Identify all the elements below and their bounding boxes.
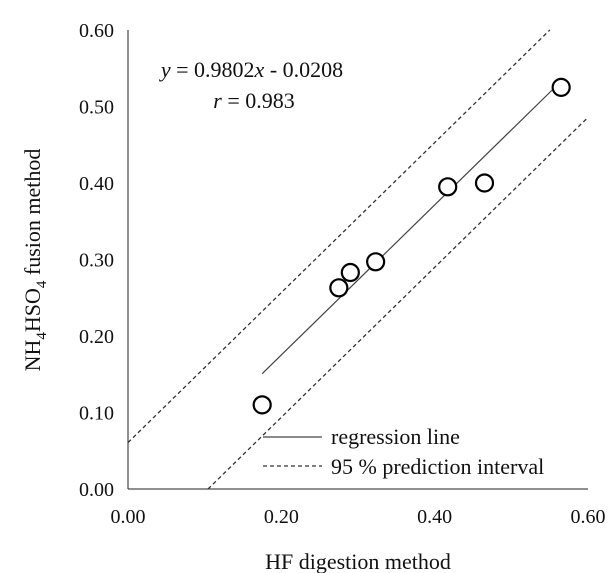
prediction-interval-lower-line <box>207 116 589 490</box>
y-tick-label: 0.40 <box>79 173 114 195</box>
data-points <box>252 77 571 415</box>
axes <box>127 30 588 490</box>
r-value: = 0.983 <box>222 88 295 113</box>
y-tick-label: 0.00 <box>79 479 114 501</box>
legend-label-prediction-interval: 95 % prediction interval <box>331 454 544 479</box>
data-point <box>329 278 349 298</box>
svg-text:r = 0.983: r = 0.983 <box>213 88 294 113</box>
x-tick-labels: 0.00 0.20 0.40 0.60 <box>111 506 606 528</box>
eq-y-var: y <box>159 57 171 82</box>
x-tick-label: 0.20 <box>264 506 299 528</box>
y-tick-label: 0.20 <box>79 326 114 348</box>
data-point <box>252 395 272 415</box>
eq-x-var: x <box>254 57 265 82</box>
y-tick-labels: 0.00 0.10 0.20 0.30 0.40 0.50 0.60 <box>79 20 114 501</box>
svg-text:y = 0.9802x - 0.0208: y = 0.9802x - 0.0208 <box>159 57 343 82</box>
regression-line <box>261 80 562 375</box>
data-point <box>474 173 495 193</box>
data-point <box>366 252 386 272</box>
x-tick-label: 0.40 <box>417 506 452 528</box>
data-point <box>551 77 571 97</box>
x-axis-title: HF digestion method <box>265 549 451 573</box>
regression-equation: y = 0.9802x - 0.0208 r = 0.983 <box>159 57 343 113</box>
eq-coef: = 0.9802 <box>171 57 255 82</box>
legend-label-regression: regression line <box>331 424 460 449</box>
y-tick-label: 0.60 <box>79 20 114 42</box>
x-tick-label: 0.00 <box>111 506 146 528</box>
data-point <box>340 262 360 283</box>
legend: regression line 95 % prediction interval <box>263 424 544 479</box>
y-tick-label: 0.30 <box>79 250 114 272</box>
y-tick-label: 0.10 <box>79 403 114 425</box>
r-var: r <box>213 88 222 113</box>
data-point <box>438 177 458 197</box>
y-axis-title: NH4HSO4 fusion method <box>20 149 50 372</box>
x-tick-label: 0.60 <box>571 506 606 528</box>
y-tick-label: 0.50 <box>79 97 114 119</box>
eq-intercept: - 0.0208 <box>264 57 343 82</box>
prediction-interval-upper-line <box>127 29 551 444</box>
